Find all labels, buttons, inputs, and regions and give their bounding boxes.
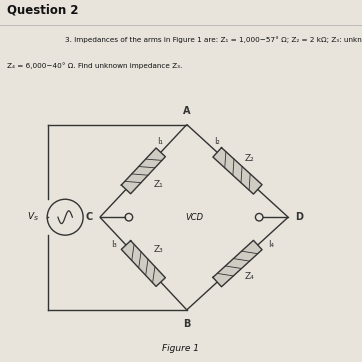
Text: Z₁: Z₁ — [153, 180, 163, 189]
Text: I₄: I₄ — [268, 240, 274, 249]
Text: I₃: I₃ — [111, 240, 117, 249]
Text: A: A — [183, 106, 190, 116]
Text: I₂: I₂ — [214, 137, 219, 146]
Text: C: C — [85, 212, 93, 222]
Polygon shape — [213, 240, 262, 287]
Text: Figure 1: Figure 1 — [163, 344, 199, 353]
Text: $V_S$: $V_S$ — [26, 211, 38, 223]
Text: Z₂: Z₂ — [244, 153, 254, 163]
Text: 3. Impedances of the arms in Figure 1 are: Z₁ = 1,000−57° Ω; Z₂ = 2 kΩ; Z₃: unkn: 3. Impedances of the arms in Figure 1 ar… — [65, 36, 362, 43]
Text: I₁: I₁ — [157, 137, 163, 146]
Text: Z₄ = 6,000−40° Ω. Find unknown impedance Z₃.: Z₄ = 6,000−40° Ω. Find unknown impedance… — [7, 62, 182, 69]
Text: D: D — [295, 212, 303, 222]
Polygon shape — [213, 148, 262, 194]
Text: B: B — [183, 319, 190, 329]
Polygon shape — [121, 241, 165, 286]
Text: Z₄: Z₄ — [244, 272, 254, 281]
Text: Z₃: Z₃ — [153, 245, 163, 254]
Text: VCD: VCD — [185, 213, 203, 222]
Text: Question 2: Question 2 — [7, 4, 79, 17]
Polygon shape — [121, 148, 165, 194]
